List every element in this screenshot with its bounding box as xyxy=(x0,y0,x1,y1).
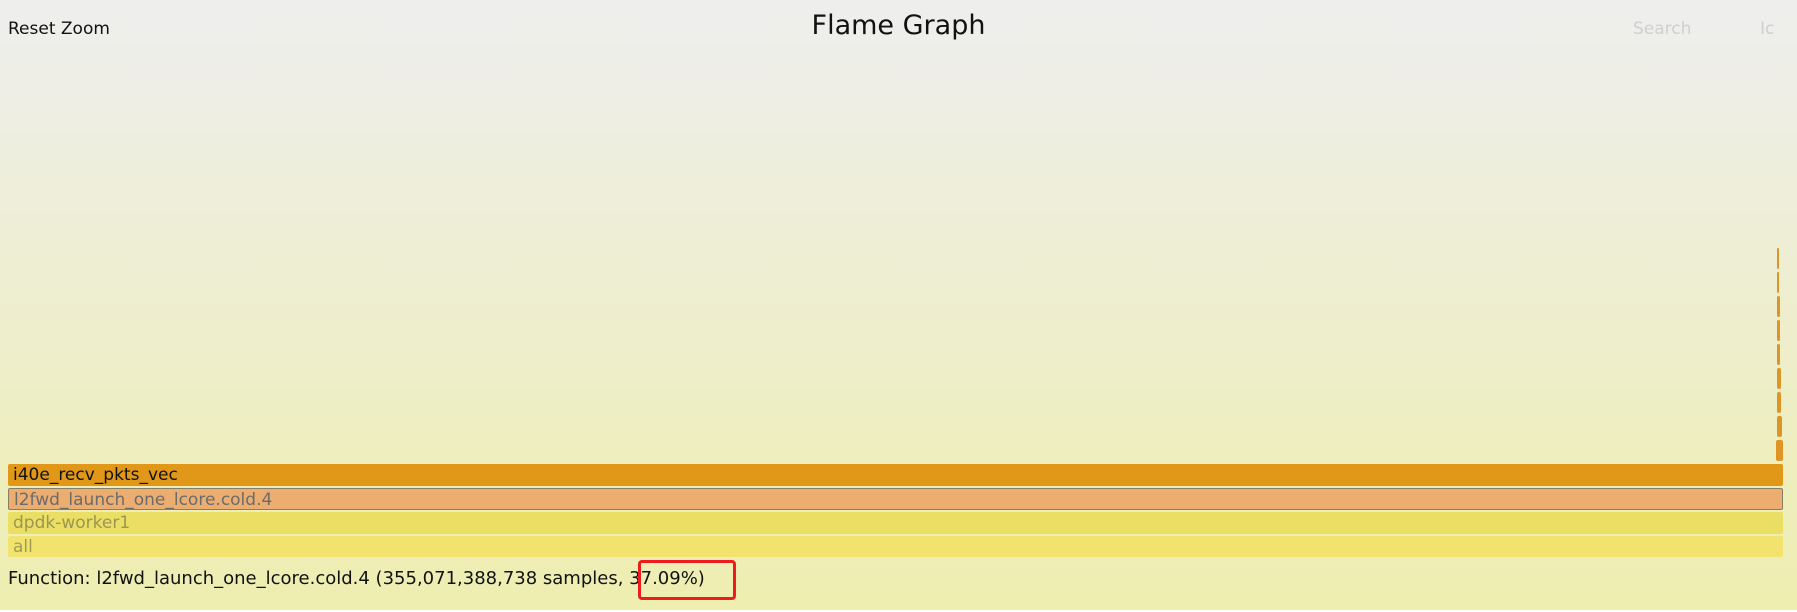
function-details: Function: l2fwd_launch_one_lcore.cold.4 … xyxy=(8,568,705,589)
thin-stack-frame[interactable] xyxy=(1777,296,1780,317)
thin-stack-frame[interactable] xyxy=(1777,392,1781,413)
bottom-strip xyxy=(0,610,1797,612)
thin-stack-frame[interactable] xyxy=(1777,344,1780,365)
thin-stack-frame[interactable] xyxy=(1777,368,1781,389)
frame-all[interactable]: all xyxy=(8,536,1783,557)
thin-stack-frame[interactable] xyxy=(1776,440,1783,461)
frame-dpdk-worker1[interactable]: dpdk-worker1 xyxy=(8,512,1783,534)
highlight-box xyxy=(638,560,736,600)
frame-label: l2fwd_launch_one_lcore.cold.4 xyxy=(14,490,273,510)
frame-label: i40e_recv_pkts_vec xyxy=(13,465,178,485)
frame-l2fwd-launch-one-lcore[interactable]: l2fwd_launch_one_lcore.cold.4 xyxy=(8,488,1783,510)
thin-stack-frame[interactable] xyxy=(1777,272,1779,293)
page-title: Flame Graph xyxy=(811,10,986,41)
thin-stack-frame[interactable] xyxy=(1777,416,1782,437)
details-percent: 37.09%) xyxy=(629,568,705,589)
search-button[interactable]: Search xyxy=(1633,19,1692,39)
frame-label: dpdk-worker1 xyxy=(13,513,131,533)
thin-stack-frame[interactable] xyxy=(1777,320,1780,341)
ignore-case-toggle[interactable]: Ic xyxy=(1760,19,1775,39)
reset-zoom-button[interactable]: Reset Zoom xyxy=(8,19,110,39)
thin-stack-frame[interactable] xyxy=(1777,248,1779,269)
details-text: Function: l2fwd_launch_one_lcore.cold.4 … xyxy=(8,568,630,589)
frame-i40e-recv-pkts-vec[interactable]: i40e_recv_pkts_vec xyxy=(8,464,1783,486)
frame-label: all xyxy=(13,537,33,557)
